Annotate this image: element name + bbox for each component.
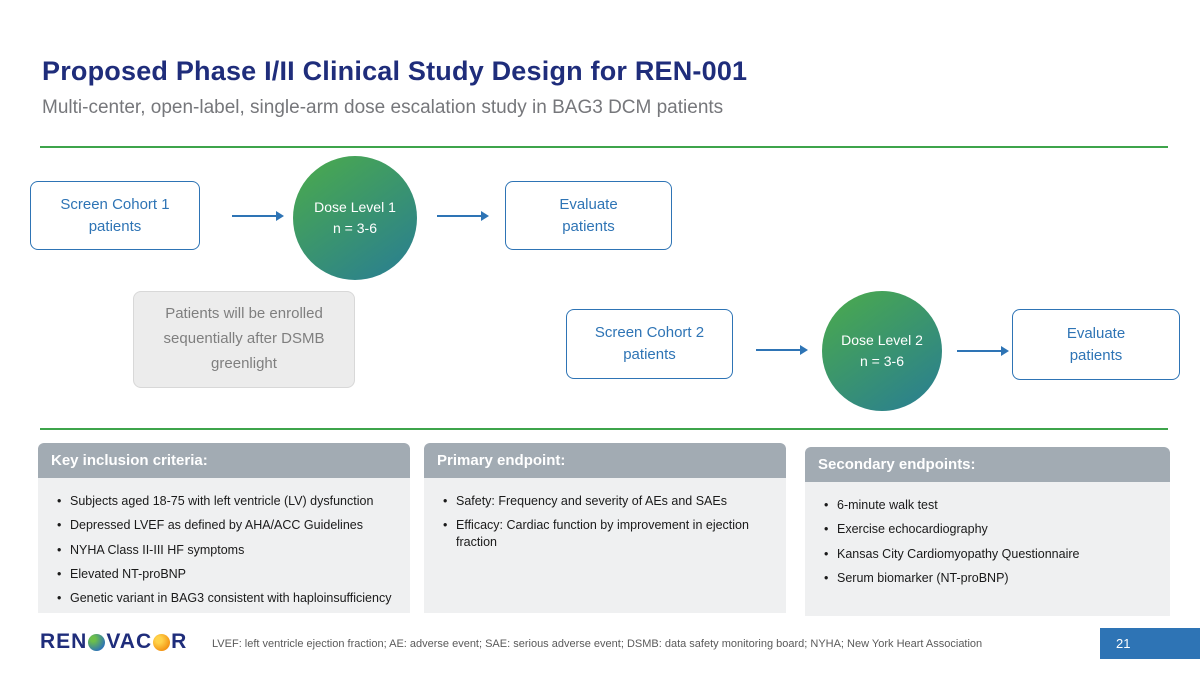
panel-title: Secondary endpoints: bbox=[818, 456, 976, 473]
bullet-item: Efficacy: Cardiac function by improvemen… bbox=[443, 517, 772, 550]
bullet-item: Elevated NT-proBNP bbox=[57, 566, 396, 583]
globe-icon bbox=[88, 633, 106, 651]
panel-header: Secondary endpoints: bbox=[805, 447, 1170, 482]
renovacor-logo: REN VAC R bbox=[40, 630, 187, 654]
panel-body: Subjects aged 18-75 with left ventricle … bbox=[38, 478, 410, 613]
panel-header: Primary endpoint: bbox=[424, 443, 786, 478]
bullet-item: Genetic variant in BAG3 consistent with … bbox=[57, 590, 396, 607]
flow-arrow-icon bbox=[756, 345, 808, 355]
flow-arrow-icon bbox=[437, 211, 489, 221]
bullet-item: Depressed LVEF as defined by AHA/ACC Gui… bbox=[57, 517, 396, 534]
footnote-abbreviations: LVEF: left ventricle ejection fraction; … bbox=[212, 638, 983, 650]
bullet-item: Exercise echocardiography bbox=[824, 521, 1156, 538]
flow-arrow-icon bbox=[232, 211, 284, 221]
panel-body: 6-minute walk test Exercise echocardiogra… bbox=[805, 482, 1170, 616]
page-subtitle: Multi-center, open-label, single-arm dos… bbox=[42, 97, 724, 118]
top-divider-line bbox=[40, 146, 1168, 148]
flow-box-evaluate-2: Evaluate patients bbox=[1012, 309, 1180, 380]
page-title: Proposed Phase I/II Clinical Study Desig… bbox=[42, 56, 748, 86]
logo-text: R bbox=[171, 630, 188, 653]
bullet-item: Subjects aged 18-75 with left ventricle … bbox=[57, 493, 396, 510]
panel-secondary-endpoints: Secondary endpoints: 6-minute walk test E… bbox=[805, 447, 1170, 616]
dose-level-1-circle: Dose Level 1 n = 3-6 bbox=[293, 156, 417, 280]
bullet-item: NYHA Class II-III HF symptoms bbox=[57, 542, 396, 559]
dose-level-2-circle: Dose Level 2 n = 3-6 bbox=[822, 291, 942, 411]
flow-box-screen-cohort-1: Screen Cohort 1 patients bbox=[30, 181, 200, 250]
bullet-item: Safety: Frequency and severity of AEs an… bbox=[443, 493, 772, 510]
logo-text: VAC bbox=[106, 630, 153, 653]
panel-primary-endpoint: Primary endpoint: Safety: Frequency and … bbox=[424, 443, 786, 613]
flow-box-screen-cohort-2: Screen Cohort 2 patients bbox=[566, 309, 733, 379]
page-number-badge: 21 bbox=[1100, 628, 1200, 659]
enrollment-note: Patients will be enrolled sequentially a… bbox=[133, 291, 355, 388]
page-number: 21 bbox=[1116, 636, 1131, 651]
flow-box-evaluate-1: Evaluate patients bbox=[505, 181, 672, 250]
bullet-list: Safety: Frequency and severity of AEs an… bbox=[440, 493, 772, 550]
panel-header: Key inclusion criteria: bbox=[38, 443, 410, 478]
panel-body: Safety: Frequency and severity of AEs an… bbox=[424, 478, 786, 613]
flow-arrow-icon bbox=[957, 346, 1009, 356]
panel-title: Primary endpoint: bbox=[437, 452, 566, 469]
bottom-divider-line bbox=[40, 428, 1168, 430]
bullet-item: Kansas City Cardiomyopathy Questionnaire bbox=[824, 546, 1156, 563]
logo-text: REN bbox=[40, 630, 88, 653]
panel-key-inclusion-criteria: Key inclusion criteria: Subjects aged 18… bbox=[38, 443, 410, 613]
bullet-list: Subjects aged 18-75 with left ventricle … bbox=[54, 493, 396, 607]
bullet-item: Serum biomarker (NT-proBNP) bbox=[824, 570, 1156, 587]
bullet-item: 6-minute walk test bbox=[824, 497, 1156, 514]
globe-icon bbox=[153, 633, 171, 651]
bullet-list: 6-minute walk test Exercise echocardiogra… bbox=[821, 497, 1156, 586]
panel-title: Key inclusion criteria: bbox=[51, 452, 208, 469]
